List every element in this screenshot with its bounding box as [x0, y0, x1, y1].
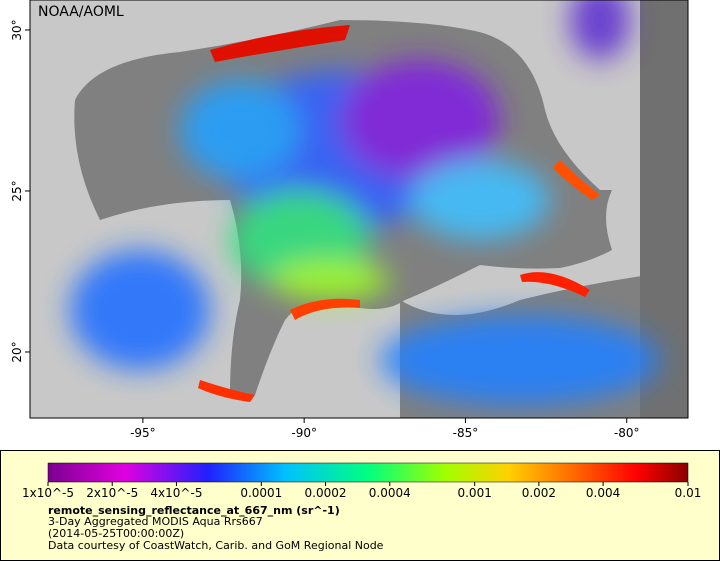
coastal-high: [290, 298, 360, 320]
coastal-high: [553, 160, 600, 200]
y-tick-label: 30°: [10, 19, 24, 40]
colorbar-tick-label: 2x10^-5: [86, 486, 138, 500]
colorbar-ticks: 1x10^-5 2x10^-5 4x10^-5 0.0001 0.0002 0.0004 0…: [22, 482, 701, 500]
y-tick-label: 20°: [10, 341, 24, 362]
colorbar-tick-label: 4x10^-5: [150, 486, 202, 500]
reflectance-field: [70, 0, 660, 405]
x-tick-label: -85°: [453, 426, 479, 440]
coastal-high: [520, 272, 590, 297]
map-area: [30, 0, 688, 418]
y-axis: 30° 25° 20°: [10, 19, 30, 363]
x-tick-label: -95°: [130, 426, 156, 440]
x-tick-label: -80°: [614, 426, 640, 440]
x-tick-label: -90°: [291, 426, 317, 440]
colorbar-tick-label: 0.001: [457, 486, 491, 500]
colorbar-tick-label: 0.0001: [240, 486, 282, 500]
colorbar-tick-label: 0.004: [586, 486, 620, 500]
credit: Data courtesy of CoastWatch, Carib. and …: [48, 539, 384, 552]
coastal-high: [198, 380, 255, 402]
map-frame: [29, 0, 689, 419]
colorbar: [47, 462, 689, 483]
colorbar-tick-label: 0.002: [522, 486, 556, 500]
coastal-high: [210, 25, 350, 62]
colorbar-tick-label: 0.0004: [369, 486, 411, 500]
colorbar-tick-label: 0.01: [675, 486, 702, 500]
watermark: NOAA/AOML: [38, 4, 124, 20]
time: (2014-05-25T00:00:00Z): [48, 527, 184, 540]
x-axis: -95° -90° -85° -80°: [130, 418, 640, 440]
variable-name: remote_sensing_reflectance_at_667_nm (sr…: [48, 504, 340, 517]
colorbar-tick-label: 1x10^-5: [22, 486, 74, 500]
y-tick-label: 25°: [10, 180, 24, 201]
description: 3-Day Aggregated MODIS Aqua Rrs667: [48, 515, 263, 528]
colorbar-tick-label: 0.0002: [305, 486, 347, 500]
